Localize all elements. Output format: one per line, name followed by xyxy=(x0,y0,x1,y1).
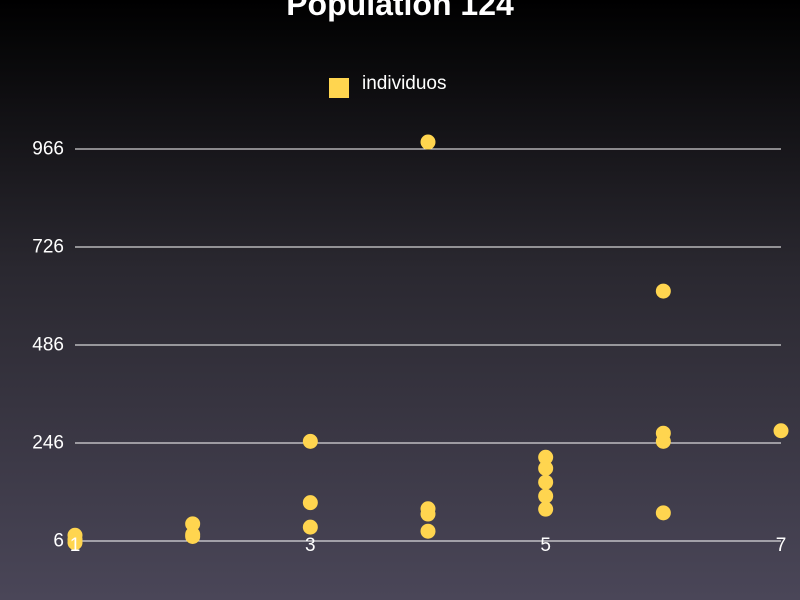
points-layer xyxy=(67,134,789,551)
data-point xyxy=(302,433,318,449)
x-tick-label: 3 xyxy=(305,535,316,556)
x-tick-label: 5 xyxy=(540,535,551,556)
y-tick-label: 6 xyxy=(53,531,64,552)
data-point xyxy=(67,535,83,551)
data-point xyxy=(538,460,554,476)
data-point xyxy=(655,505,671,521)
legend-swatch xyxy=(329,78,349,98)
y-tick-label: 726 xyxy=(32,237,64,258)
data-point xyxy=(420,523,436,539)
data-point xyxy=(538,488,554,504)
data-point xyxy=(302,495,318,511)
data-point xyxy=(773,423,789,439)
y-tick-label: 966 xyxy=(32,139,64,160)
y-tick-label: 486 xyxy=(32,335,64,356)
grid-layer xyxy=(75,148,781,542)
data-point xyxy=(185,529,201,545)
x-tick-label: 7 xyxy=(776,535,787,556)
legend: individuos xyxy=(329,70,447,98)
chart-title: Population 124 xyxy=(286,0,514,22)
data-point xyxy=(420,134,436,150)
data-point xyxy=(538,449,554,465)
ticks-layer: 6 246 486 726 966 1 3 5 7 xyxy=(32,139,786,557)
legend-label: individuos xyxy=(362,73,447,94)
data-point xyxy=(420,506,436,522)
y-tick-label: 246 xyxy=(32,433,64,454)
data-point xyxy=(655,283,671,299)
data-point xyxy=(538,474,554,490)
data-point xyxy=(538,501,554,517)
data-point xyxy=(302,519,318,535)
data-point xyxy=(185,516,201,532)
x-tick-label: 1 xyxy=(70,535,81,556)
data-point xyxy=(655,433,671,449)
